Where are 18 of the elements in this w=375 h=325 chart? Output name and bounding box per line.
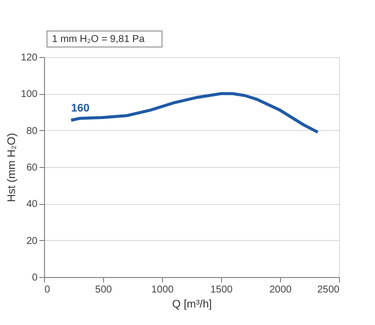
y-tick-label: 40 [26, 199, 38, 210]
y-axis-title: Hst (mm H₂O) [6, 132, 18, 202]
y-tick-label: 20 [26, 236, 38, 247]
y-tick-label: 60 [26, 162, 38, 174]
x-tick-label: 0 [44, 284, 50, 296]
y-tick-label: 0 [32, 272, 38, 284]
x-tick-label: 1500 [210, 284, 234, 296]
x-tick-label: 2500 [317, 284, 340, 296]
y-tick-label: 80 [26, 126, 38, 137]
series-label: 160 [71, 102, 90, 114]
line-series [70, 92, 320, 134]
text: 1 mm H₂O = 9,81 Pa [52, 34, 145, 45]
y-tick-label: 120 [20, 52, 38, 64]
x-tick-label: 2000 [269, 284, 292, 296]
y-tick-label: 100 [20, 89, 38, 100]
x-axis-title: Q [m³/h] [172, 298, 212, 310]
x-tick-label: 500 [95, 284, 112, 296]
x-tick-label: 1000 [151, 284, 174, 296]
